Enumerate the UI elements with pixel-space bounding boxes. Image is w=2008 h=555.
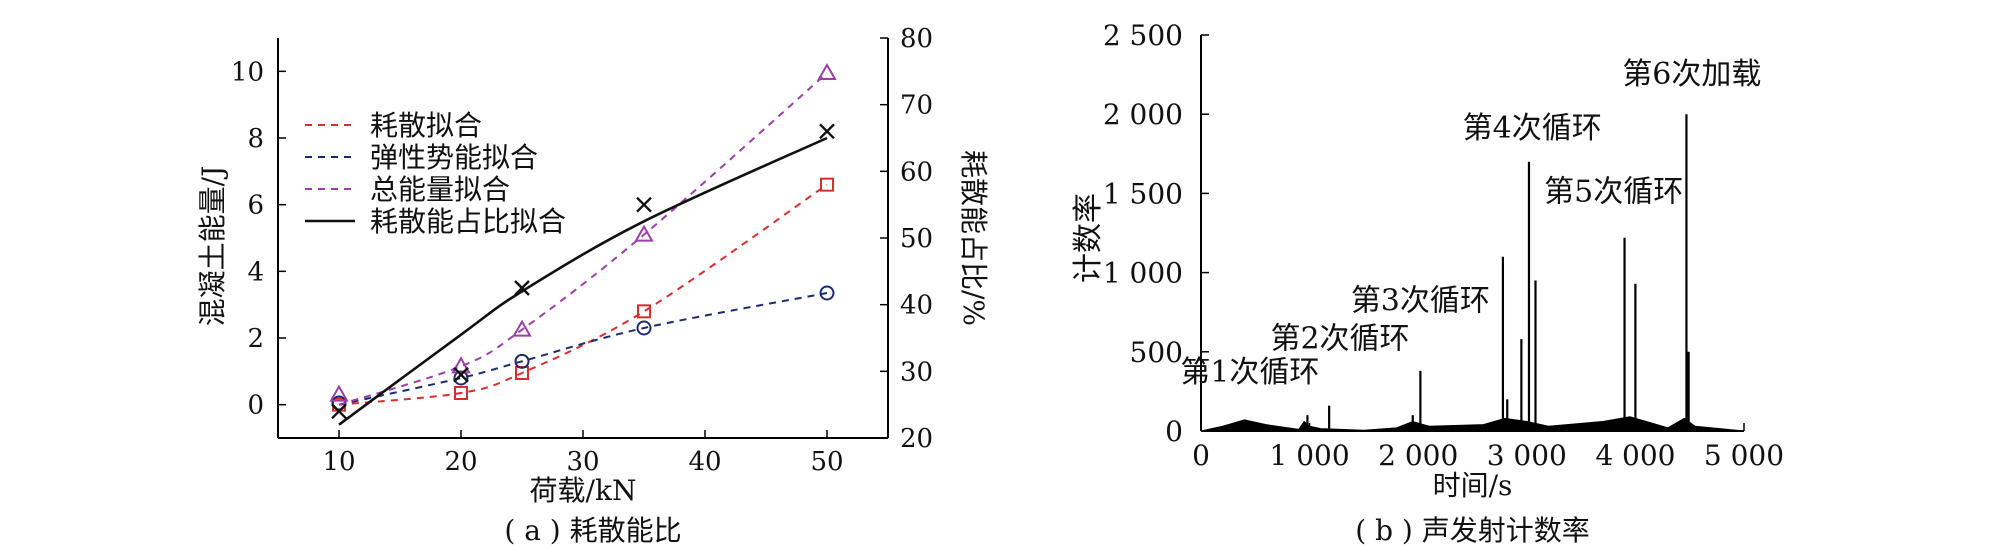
annotation-label: 第1次循环	[1180, 355, 1319, 390]
y-tick-label: 6	[247, 191, 264, 221]
y-axis-label: 计数率	[1071, 193, 1106, 283]
fit-curve-2	[338, 292, 828, 406]
data-point-x	[514, 280, 530, 296]
x-tick-label: 10	[322, 447, 355, 477]
x-tick-label: 2 000	[1378, 439, 1458, 472]
data-point-triangle	[634, 224, 654, 242]
annotation-label: 第5次循环	[1544, 174, 1683, 209]
annotation-label: 第6次加载	[1622, 57, 1761, 92]
data-point-x	[453, 366, 469, 383]
fit-curve-3	[338, 72, 828, 406]
fit-curve-1	[338, 183, 828, 406]
x-axis-label: 时间/s	[1433, 469, 1513, 502]
y2-tick-label: 30	[900, 357, 933, 387]
y-tick-label: 2 500	[1103, 19, 1183, 52]
caption-a: ( a ) 耗散能比	[504, 514, 681, 547]
data-point-x	[819, 123, 835, 140]
y-tick-label: 0	[1165, 415, 1183, 448]
data-point-triangle	[329, 384, 349, 402]
y-tick-label: 1 000	[1103, 257, 1183, 290]
annotation-label: 第3次循环	[1351, 284, 1490, 319]
annotation-label: 第4次循环	[1463, 111, 1602, 146]
y2-tick-label: 50	[900, 224, 933, 254]
y-tick-label: 0	[247, 391, 264, 421]
legend-label: 总能量拟合	[370, 173, 510, 206]
annotation-label: 第2次循环	[1270, 322, 1409, 357]
data-point-x	[636, 196, 652, 213]
x-tick-label: 50	[810, 447, 843, 477]
y-axis-label: 混凝土能量/J	[196, 166, 229, 327]
fit-curve-4	[338, 136, 828, 426]
data-point-square	[637, 304, 651, 319]
data-point-circle	[636, 320, 652, 336]
x-tick-label: 0	[1192, 439, 1210, 472]
y-tick-label: 2	[247, 324, 264, 354]
ae-baseline-area	[1200, 416, 1745, 432]
x-tick-label: 3 000	[1487, 439, 1567, 472]
y2-tick-label: 20	[900, 424, 933, 454]
x-tick-label: 30	[566, 447, 599, 477]
y-tick-label: 500	[1130, 336, 1183, 369]
y2-tick-label: 60	[900, 157, 933, 187]
legend-label: 耗散拟合	[370, 109, 482, 142]
data-point-circle	[514, 353, 530, 369]
data-point-triangle	[817, 62, 837, 80]
x-tick-label: 5 000	[1704, 439, 1784, 472]
legend-label: 弹性势能拟合	[370, 141, 538, 174]
x-tick-label: 1 000	[1270, 439, 1350, 472]
x-tick-label: 4 000	[1595, 439, 1675, 472]
y-tick-label: 2 000	[1103, 98, 1183, 131]
chart-b: 0 1 000 2 000 3 000 4 000 5 000 0 500 1 000 1 500…	[1071, 19, 1784, 547]
x-axis-label: 荷载/kN	[530, 474, 637, 507]
data-point-triangle	[512, 319, 532, 337]
data-point-x	[331, 403, 347, 420]
y-tick-label: 4	[247, 257, 264, 287]
data-point-square	[454, 386, 468, 400]
y2-tick-label: 70	[900, 91, 933, 121]
caption-b: ( b ) 声发射计数率	[1355, 514, 1589, 547]
data-point-triangle	[451, 356, 471, 374]
y2-axis-label: 耗散能占比/%	[957, 150, 990, 326]
y-tick-label: 1 500	[1103, 177, 1183, 210]
data-point-circle	[819, 285, 835, 301]
x-tick-label: 40	[688, 447, 721, 477]
data-point-square	[820, 177, 834, 192]
y2-tick-label: 80	[900, 24, 933, 54]
y2-tick-label: 40	[900, 291, 933, 321]
x-tick-label: 20	[444, 447, 477, 477]
y-tick-label: 10	[231, 57, 264, 87]
y-tick-label: 8	[247, 124, 264, 154]
chart-a: 10 20 30 40 50 0 2 4 6 8 10 20 30 40 50 60 70 80 荷载/kN 混凝土能…	[196, 24, 990, 547]
legend-label: 耗散能占比拟合	[370, 205, 566, 238]
